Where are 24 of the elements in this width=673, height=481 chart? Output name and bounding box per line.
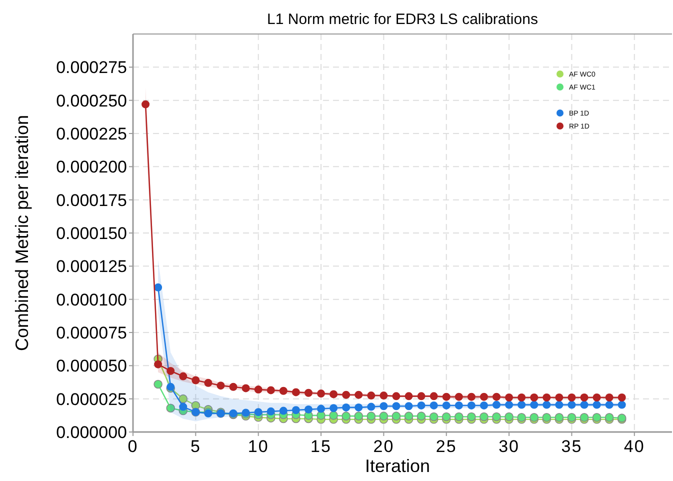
y-tick-label: 0.000075 [56,323,127,342]
y-tick-label: 0.000000 [56,422,127,442]
x-tick-label: 15 [310,437,332,456]
y-tick-label: 0.000175 [56,190,127,210]
y-tick-label: 0.000050 [56,356,127,376]
x-tick-label: 10 [248,437,269,456]
x-tick-label: 0 [128,437,138,456]
x-tick-label: 5 [190,437,201,456]
y-tick-label: 0.000225 [56,124,127,144]
x-tick-label: 30 [498,437,520,456]
x-tick-label: 40 [624,437,645,456]
x-tick-label: 25 [436,437,457,456]
y-axis-title: Combined Metric per iteration [12,114,32,352]
x-tick-label: 20 [373,437,394,456]
y-tick-label: 0.000275 [56,58,127,78]
y-tick-label: 0.000025 [56,390,127,409]
y-tick-label: 0.000250 [56,91,127,110]
chart-title: L1 Norm metric for EDR3 LS calibrations [267,11,538,28]
x-axis-title: Iteration [364,456,430,476]
y-tick-label: 0.000125 [56,257,127,276]
x-tick-label: 35 [561,437,582,456]
y-tick-label: 0.000100 [56,290,127,310]
y-tick-label: 0.000150 [56,224,127,243]
y-tick-label: 0.000200 [56,158,127,177]
